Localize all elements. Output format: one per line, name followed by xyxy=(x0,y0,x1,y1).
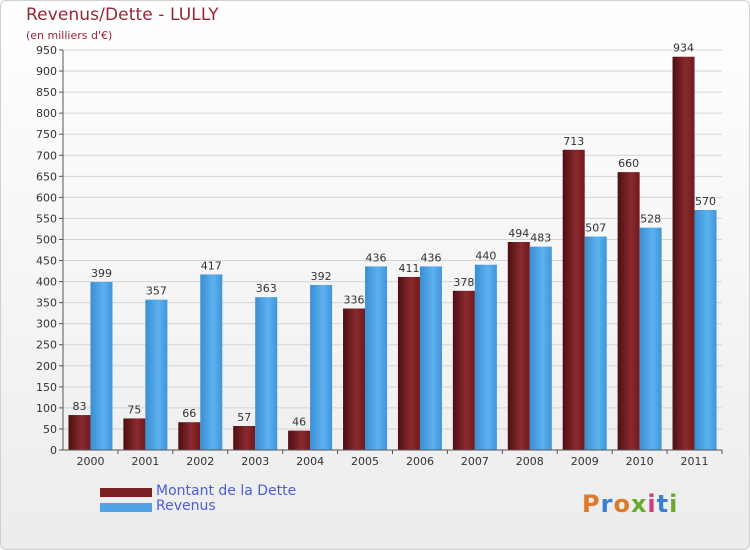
bar-dette xyxy=(343,308,366,450)
data-label-revenus: 357 xyxy=(146,285,167,298)
bar-revenus xyxy=(584,236,607,450)
data-label-dette: 57 xyxy=(237,411,251,424)
legend-swatch-dette xyxy=(100,488,152,497)
bar-revenus xyxy=(639,227,662,450)
bar-revenus xyxy=(529,246,552,450)
data-label-revenus: 399 xyxy=(91,267,112,280)
data-label-revenus: 570 xyxy=(695,195,716,208)
bar-dette xyxy=(123,418,146,450)
bar-dette xyxy=(397,276,420,450)
data-label-revenus: 507 xyxy=(585,222,606,235)
y-tick-label: 550 xyxy=(36,212,57,225)
x-tick-label: 2006 xyxy=(406,455,434,468)
bar-revenus xyxy=(474,264,497,450)
x-tick-label: 2002 xyxy=(186,455,214,468)
bar-dette xyxy=(178,422,201,450)
logo-letter: P xyxy=(582,490,601,518)
y-tick-label: 750 xyxy=(36,128,57,141)
x-tick-label: 2000 xyxy=(76,455,104,468)
data-label-dette: 934 xyxy=(673,42,694,55)
bar-revenus xyxy=(694,210,717,450)
logo-letter: x xyxy=(630,490,648,518)
y-tick-label: 150 xyxy=(36,381,57,394)
y-tick-label: 850 xyxy=(36,86,57,99)
x-tick-label: 2004 xyxy=(296,455,324,468)
y-tick-label: 500 xyxy=(36,233,57,246)
x-tick-label: 2005 xyxy=(351,455,379,468)
data-label-dette: 713 xyxy=(563,135,584,148)
bar-revenus xyxy=(255,297,278,450)
logo-letter: o xyxy=(613,490,631,518)
bar-revenus xyxy=(200,274,223,450)
y-tick-label: 200 xyxy=(36,360,57,373)
logo-letter: r xyxy=(600,490,614,518)
data-label-dette: 75 xyxy=(127,403,141,416)
x-tick-label: 2001 xyxy=(131,455,159,468)
legend-label-dette: Montant de la Dette xyxy=(156,483,297,499)
data-label-revenus: 392 xyxy=(311,270,332,283)
data-label-revenus: 363 xyxy=(256,282,277,295)
logo-letter: i xyxy=(647,490,657,518)
y-tick-label: 50 xyxy=(43,423,57,436)
data-label-dette: 83 xyxy=(72,400,86,413)
logo-letter: t xyxy=(656,490,670,518)
data-label-dette: 660 xyxy=(618,157,639,170)
data-label-dette: 336 xyxy=(344,294,365,307)
y-tick-label: 350 xyxy=(36,297,57,310)
bar-revenus xyxy=(310,284,333,450)
proxiti-logo: Proxiti xyxy=(582,490,678,518)
x-tick-label: 2010 xyxy=(626,455,654,468)
bar-dette xyxy=(617,172,640,450)
x-tick-label: 2007 xyxy=(461,455,489,468)
data-label-revenus: 436 xyxy=(420,251,441,264)
bar-revenus xyxy=(145,299,168,450)
bar-revenus xyxy=(365,266,388,450)
data-label-dette: 378 xyxy=(453,276,474,289)
x-tick-label: 2008 xyxy=(516,455,544,468)
y-tick-label: 650 xyxy=(36,170,57,183)
y-tick-label: 950 xyxy=(36,44,57,57)
y-tick-label: 600 xyxy=(36,191,57,204)
bar-dette xyxy=(672,56,695,450)
bar-dette xyxy=(452,290,475,450)
data-label-dette: 494 xyxy=(508,227,529,240)
data-label-revenus: 436 xyxy=(366,251,387,264)
y-tick-label: 100 xyxy=(36,402,57,415)
x-tick-label: 2011 xyxy=(681,455,709,468)
bar-revenus xyxy=(90,282,113,450)
bar-revenus xyxy=(419,266,442,450)
bar-dette xyxy=(562,149,585,450)
y-tick-label: 300 xyxy=(36,318,57,331)
bar-dette xyxy=(288,430,311,450)
y-tick-label: 900 xyxy=(36,65,57,78)
legend-swatch-revenus xyxy=(100,503,152,512)
y-tick-label: 250 xyxy=(36,339,57,352)
legend-label-revenus: Revenus xyxy=(156,498,216,514)
data-label-revenus: 528 xyxy=(640,213,661,226)
y-tick-label: 450 xyxy=(36,255,57,268)
data-label-revenus: 440 xyxy=(475,250,496,263)
chart-subtitle: (en milliers d'€) xyxy=(26,29,113,42)
data-label-revenus: 417 xyxy=(201,259,222,272)
x-tick-label: 2003 xyxy=(241,455,269,468)
data-label-dette: 66 xyxy=(182,407,196,420)
bar-dette xyxy=(507,242,530,450)
bar-dette xyxy=(233,426,256,450)
bar-dette xyxy=(68,415,91,450)
data-label-dette: 411 xyxy=(398,262,419,275)
y-tick-label: 800 xyxy=(36,107,57,120)
data-label-revenus: 483 xyxy=(530,232,551,245)
y-tick-label: 0 xyxy=(50,444,57,457)
logo-letter: i xyxy=(669,490,679,518)
x-tick-label: 2009 xyxy=(571,455,599,468)
data-label-dette: 46 xyxy=(292,416,306,429)
chart-title: Revenus/Dette - LULLY xyxy=(26,5,219,25)
y-tick-label: 700 xyxy=(36,149,57,162)
y-tick-label: 400 xyxy=(36,276,57,289)
legend: Montant de la Dette Revenus xyxy=(100,483,400,516)
